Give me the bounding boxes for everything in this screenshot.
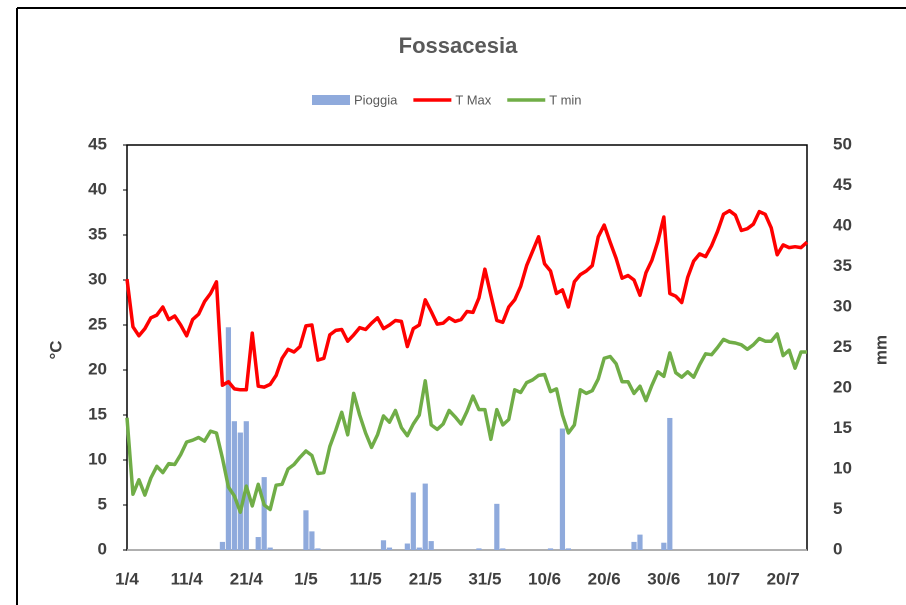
y2-tick-label: 20 [833, 377, 852, 396]
rain-bar [231, 421, 237, 550]
y-tick-label: 40 [88, 179, 107, 198]
legend-label: Pioggia [354, 92, 398, 107]
rain-bar [547, 548, 554, 550]
x-tick-label: 11/4 [171, 569, 204, 588]
x-tick-label: 11/5 [350, 569, 382, 588]
line-series [125, 208, 809, 392]
line-series [125, 332, 807, 514]
rain-bar [667, 417, 673, 550]
x-tick-label: 20/6 [588, 569, 621, 588]
y2-tick-label: 10 [833, 458, 852, 477]
x-tick-label: 21/5 [409, 569, 442, 588]
x-tick-label: 1/5 [294, 569, 318, 588]
rain-bar [500, 548, 506, 550]
y-tick-label: 30 [88, 269, 107, 288]
rain-bar [476, 548, 482, 550]
x-tick-label: 10/7 [707, 569, 740, 588]
y-tick-label: 25 [88, 314, 107, 333]
rain-bar [428, 541, 434, 550]
rain-bar [637, 534, 643, 550]
y-tick-label: 45 [88, 134, 107, 153]
y-tick-label: 10 [88, 449, 107, 468]
rain-bar [315, 548, 321, 550]
y-tick-label: 35 [88, 224, 107, 243]
rain-bar [237, 432, 243, 550]
y2-tick-label: 35 [833, 256, 852, 275]
legend-label: T min [549, 92, 581, 107]
y-tick-label: 0 [98, 539, 107, 558]
x-tick-label: 20/7 [767, 569, 800, 588]
rain-bar [255, 537, 261, 550]
y2-tick-label: 5 [833, 499, 842, 518]
y2-axis-label: mm [871, 335, 890, 365]
chart-title: Fossacesia [399, 33, 518, 58]
rain-bar [565, 548, 572, 550]
rain-bar [404, 543, 410, 550]
rain-bar [422, 483, 428, 550]
y2-tick-label: 40 [833, 215, 852, 234]
rain-bar [416, 547, 422, 550]
rain-bar [303, 510, 309, 550]
y-tick-label: 15 [88, 404, 107, 423]
rain-bar [380, 540, 387, 550]
rain-bar [494, 503, 500, 550]
rain-bar [559, 428, 566, 550]
x-tick-label: 21/4 [230, 569, 264, 588]
rain-bar [267, 547, 273, 550]
y-axis-label: °C [46, 340, 65, 359]
y-tick-label: 20 [88, 359, 107, 378]
legend-label: T Max [455, 92, 491, 107]
rain-bar [225, 327, 232, 550]
rain-bar [261, 477, 267, 550]
rain-bar [631, 541, 637, 550]
y2-tick-label: 45 [833, 175, 852, 194]
rain-bar [410, 492, 416, 550]
y2-tick-label: 50 [833, 134, 852, 153]
x-tick-label: 10/6 [528, 569, 561, 588]
rain-bar [309, 531, 315, 550]
x-tick-label: 31/5 [468, 569, 501, 588]
x-tick-label: 30/6 [647, 569, 680, 588]
y2-tick-label: 0 [833, 539, 842, 558]
rain-bar [386, 547, 393, 550]
y-tick-label: 5 [98, 494, 107, 513]
legend-swatch [312, 95, 350, 105]
y2-tick-label: 15 [833, 418, 852, 437]
y2-tick-label: 25 [833, 337, 852, 356]
rain-bar [219, 541, 226, 550]
x-tick-label: 1/4 [115, 569, 139, 588]
y2-tick-label: 30 [833, 296, 852, 315]
rain-bar [661, 542, 667, 550]
